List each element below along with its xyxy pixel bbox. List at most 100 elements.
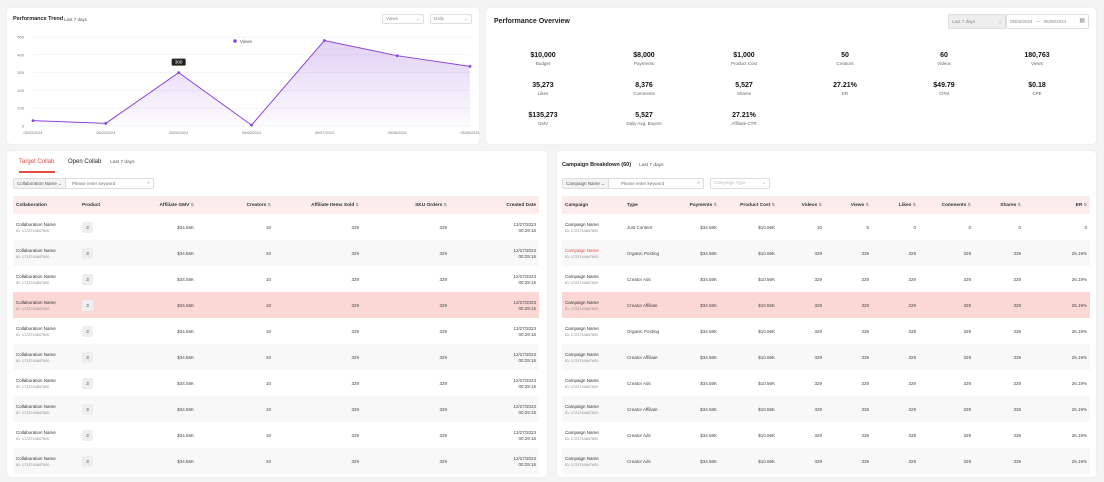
product-count[interactable]: 3 <box>82 325 93 337</box>
column-header[interactable]: Affiliate Items Sold ⇅ <box>274 196 362 214</box>
campaign-name[interactable]: Campaign Name <box>565 455 599 461</box>
table-row[interactable]: Campaign Name ID: 1723744847600 Creator Ad… <box>562 448 1090 474</box>
collab-name[interactable]: Collaboration Name <box>16 325 56 331</box>
campaign-search-field-select[interactable]: Campaign Name ⌄ <box>563 179 609 188</box>
column-header[interactable]: Product Cost ⇅ <box>720 196 778 214</box>
data-point[interactable] <box>177 71 181 74</box>
column-header[interactable]: Payments ⇅ <box>672 196 720 214</box>
data-point[interactable] <box>104 121 108 125</box>
sort-icon[interactable]: ⇅ <box>771 202 775 207</box>
product-count[interactable]: 3 <box>82 429 93 441</box>
campaign-search[interactable]: Campaign Name ⌄ ⌕ <box>562 178 704 189</box>
table-row[interactable]: Collaboration Name ID: 1723744847600 3 $34.… <box>13 448 539 474</box>
table-row[interactable]: Campaign Name ID: 1723744847600 Creator Af… <box>562 396 1090 422</box>
campaign-name[interactable]: Campaign Name <box>565 221 599 227</box>
likes-value: 329 <box>908 432 916 438</box>
column-header[interactable]: Comments ⇅ <box>919 196 974 214</box>
sort-icon[interactable]: ⇅ <box>818 202 822 207</box>
table-row[interactable]: Campaign Name ID: 1723744847600 Organic Po… <box>562 318 1090 344</box>
table-row[interactable]: Campaign Name ID: 1723744847600 Creator Af… <box>562 292 1090 318</box>
column-header[interactable]: Views ⇅ <box>825 196 872 214</box>
campaign-name[interactable]: Campaign Name <box>565 351 599 357</box>
product-count[interactable]: 3 <box>82 273 93 285</box>
table-row[interactable]: Collaboration Name ID: 1723744847600 3 $34.… <box>13 422 539 448</box>
column-header[interactable]: Likes ⇅ <box>872 196 919 214</box>
campaign-name[interactable]: Campaign Name <box>565 247 599 253</box>
collab-name[interactable]: Collaboration Name <box>16 221 56 227</box>
collab-name[interactable]: Collaboration Name <box>16 429 56 435</box>
campaign-name[interactable]: Campaign Name <box>565 299 599 305</box>
sort-icon[interactable]: ⇅ <box>355 202 359 207</box>
column-header[interactable]: Affiliate GMV ⇅ <box>123 196 197 214</box>
campaign-name[interactable]: Campaign Name <box>565 325 599 331</box>
search-icon[interactable]: ⌕ <box>147 180 150 186</box>
search-icon[interactable]: ⌕ <box>697 180 700 186</box>
column-header[interactable]: Creators ⇅ <box>197 196 274 214</box>
overview-range-select[interactable]: Last 7 days ⌄ <box>948 14 1006 29</box>
column-header[interactable]: ER ⇅ <box>1024 196 1090 214</box>
table-row[interactable]: Campaign Name ID: 1723744847600 Just Conte… <box>562 214 1090 240</box>
data-point[interactable] <box>31 119 35 123</box>
collab-name[interactable]: Collaboration Name <box>16 403 56 409</box>
collab-name[interactable]: Collaboration Name <box>16 273 56 279</box>
column-header[interactable]: SKU Orders ⇅ <box>362 196 450 214</box>
table-row[interactable]: Campaign Name ID: 1723744847600 Creator Ad… <box>562 266 1090 292</box>
sort-icon[interactable]: ⇅ <box>443 202 447 207</box>
column-header[interactable]: Shares ⇅ <box>974 196 1024 214</box>
table-row[interactable]: Collaboration Name ID: 1723744847600 3 $34.… <box>13 266 539 292</box>
sort-icon[interactable]: ⇅ <box>967 202 971 207</box>
collab-name[interactable]: Collaboration Name <box>16 299 56 305</box>
table-row[interactable]: Collaboration Name ID: 1723744847600 3 $34.… <box>13 344 539 370</box>
product-count[interactable]: 3 <box>82 221 93 233</box>
campaign-type-select[interactable]: Campaign Type ⌄ <box>710 178 770 189</box>
campaign-name[interactable]: Campaign Name <box>565 429 599 435</box>
table-row[interactable]: Collaboration Name ID: 1723744847600 3 $34.… <box>13 214 539 240</box>
tab-open-collab[interactable]: Open Collab <box>68 159 102 165</box>
table-row[interactable]: Campaign Name ID: 1723744847600 Organic Po… <box>562 240 1090 266</box>
sort-icon[interactable]: ⇅ <box>865 202 869 207</box>
column-header-label: Product Cost <box>740 203 771 208</box>
product-count[interactable]: 3 <box>82 299 93 311</box>
table-row[interactable]: Campaign Name ID: 1723744847600 Creator Ad… <box>562 370 1090 396</box>
table-row[interactable]: Collaboration Name ID: 1723744847600 3 $34.… <box>13 396 539 422</box>
sort-icon[interactable]: ⇅ <box>190 202 194 207</box>
table-row[interactable]: Campaign Name ID: 1723744847600 Creator Ad… <box>562 422 1090 448</box>
granularity-select[interactable]: Daily ⌄ <box>430 14 472 24</box>
sort-icon[interactable]: ⇅ <box>267 202 271 207</box>
date-range-picker[interactable]: 05/03/2024 — 05/09/2024 ▦ <box>1006 14 1089 29</box>
data-point[interactable] <box>395 54 399 58</box>
table-row[interactable]: Collaboration Name ID: 1723744847600 3 $34.… <box>13 318 539 344</box>
campaign-name[interactable]: Campaign Name <box>565 377 599 383</box>
column-header[interactable]: Videos ⇅ <box>778 196 825 214</box>
sort-icon[interactable]: ⇅ <box>1017 202 1021 207</box>
sort-icon[interactable]: ⇅ <box>713 202 717 207</box>
table-row[interactable]: Collaboration Name ID: 1723744847600 3 $34.… <box>13 240 539 266</box>
sort-icon[interactable]: ⇅ <box>912 202 916 207</box>
collab-search[interactable]: Collaboration Name ⌄ ⌕ <box>13 178 154 189</box>
sort-icon[interactable]: ⇅ <box>1083 202 1087 207</box>
product-count[interactable]: 3 <box>82 403 93 415</box>
collab-name[interactable]: Collaboration Name <box>16 455 56 461</box>
product-count[interactable]: 3 <box>82 455 93 467</box>
collab-name[interactable]: Collaboration Name <box>16 351 56 357</box>
data-point[interactable] <box>322 39 326 42</box>
data-point[interactable] <box>468 64 472 68</box>
collab-name[interactable]: Collaboration Name <box>16 377 56 383</box>
product-count[interactable]: 3 <box>82 247 93 259</box>
data-point[interactable] <box>250 123 253 127</box>
campaign-name[interactable]: Campaign Name <box>565 403 599 409</box>
table-row[interactable]: Collaboration Name ID: 1723744847600 3 $34.… <box>13 292 539 318</box>
table-row[interactable]: Campaign Name ID: 1723744847600 Creator Af… <box>562 344 1090 370</box>
column-header-label: SKU Orders <box>415 203 443 208</box>
table-row[interactable]: Collaboration Name ID: 1723744847600 3 $34.… <box>13 370 539 396</box>
product-count[interactable]: 3 <box>82 351 93 363</box>
campaign-name[interactable]: Campaign Name <box>565 273 599 279</box>
collab-search-input[interactable] <box>72 179 142 188</box>
collab-search-field-select[interactable]: Collaboration Name ⌄ <box>14 179 66 188</box>
collab-name[interactable]: Collaboration Name <box>16 247 56 253</box>
metric-select[interactable]: Views ⌄ <box>382 14 424 24</box>
product-count[interactable]: 3 <box>82 377 93 389</box>
tab-target-collab[interactable]: Target Collab <box>19 159 55 165</box>
metric-value: 180,763 <box>1024 52 1050 59</box>
campaign-search-input[interactable] <box>621 179 691 188</box>
